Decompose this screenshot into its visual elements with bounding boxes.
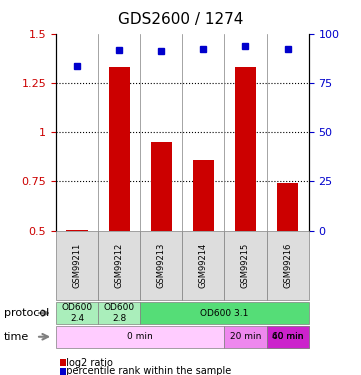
Text: GSM99215: GSM99215	[241, 243, 250, 288]
Text: time: time	[4, 332, 29, 342]
Text: GSM99216: GSM99216	[283, 243, 292, 288]
Text: protocol: protocol	[4, 308, 49, 318]
Text: GSM99211: GSM99211	[73, 243, 82, 288]
Text: 60 min: 60 min	[272, 332, 303, 341]
Text: log2 ratio: log2 ratio	[60, 358, 112, 368]
Bar	[66, 230, 87, 231]
Bar	[235, 67, 256, 231]
Bar	[109, 67, 130, 231]
Text: GDS2600 / 1274: GDS2600 / 1274	[118, 12, 243, 27]
Text: percentile rank within the sample: percentile rank within the sample	[60, 366, 231, 375]
Bar	[277, 183, 298, 231]
Text: GSM99212: GSM99212	[115, 243, 123, 288]
Text: OD600 3.1: OD600 3.1	[200, 309, 249, 318]
Text: 40 min: 40 min	[272, 332, 303, 341]
Text: 0 min: 0 min	[127, 332, 153, 341]
Bar	[193, 160, 214, 231]
Text: 20 min: 20 min	[230, 332, 261, 341]
Text: OD600
2.8: OD600 2.8	[104, 303, 135, 323]
Text: GSM99214: GSM99214	[199, 243, 208, 288]
Bar	[151, 142, 172, 231]
Text: OD600
2.4: OD600 2.4	[61, 303, 92, 323]
Text: GSM99213: GSM99213	[157, 243, 166, 288]
